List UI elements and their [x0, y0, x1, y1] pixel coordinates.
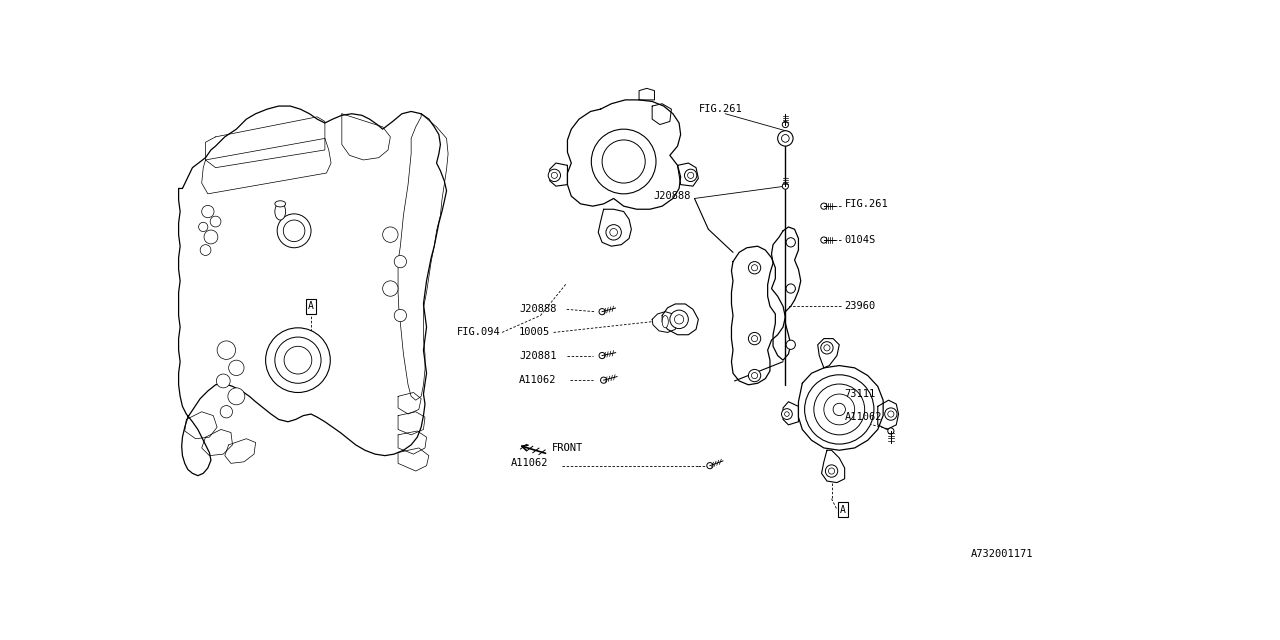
Circle shape [888, 411, 893, 417]
Circle shape [383, 281, 398, 296]
Circle shape [383, 227, 398, 243]
Circle shape [202, 205, 214, 218]
Circle shape [685, 169, 696, 182]
Text: 10005: 10005 [518, 328, 550, 337]
Circle shape [210, 216, 221, 227]
Circle shape [394, 309, 407, 322]
Circle shape [200, 244, 211, 255]
Text: A732001171: A732001171 [970, 549, 1033, 559]
Circle shape [826, 465, 837, 477]
Circle shape [552, 172, 558, 179]
Text: FIG.261: FIG.261 [699, 104, 742, 114]
Text: 73111: 73111 [845, 389, 876, 399]
Circle shape [548, 169, 561, 182]
Text: A: A [840, 504, 846, 515]
Circle shape [749, 369, 760, 381]
Circle shape [751, 335, 758, 342]
Circle shape [275, 337, 321, 383]
Circle shape [751, 372, 758, 379]
Circle shape [687, 172, 694, 179]
Circle shape [591, 129, 657, 194]
Circle shape [786, 340, 795, 349]
Circle shape [602, 140, 645, 183]
Circle shape [782, 134, 790, 142]
Ellipse shape [275, 203, 285, 220]
Circle shape [820, 203, 827, 209]
Text: A: A [308, 301, 314, 311]
Circle shape [785, 412, 790, 417]
Circle shape [669, 310, 689, 328]
Circle shape [828, 468, 835, 474]
Circle shape [805, 375, 874, 444]
Circle shape [599, 353, 605, 358]
Circle shape [600, 377, 607, 383]
Circle shape [220, 406, 233, 418]
Circle shape [218, 341, 236, 360]
Circle shape [786, 284, 795, 293]
Circle shape [782, 122, 788, 127]
Circle shape [782, 409, 792, 419]
Circle shape [394, 255, 407, 268]
Text: FIG.094: FIG.094 [457, 328, 500, 337]
Text: J20888: J20888 [518, 305, 557, 314]
Circle shape [820, 342, 833, 354]
Circle shape [283, 220, 305, 241]
Circle shape [228, 388, 244, 405]
Circle shape [824, 345, 829, 351]
Circle shape [204, 230, 218, 244]
Circle shape [198, 222, 207, 232]
Text: FIG.261: FIG.261 [845, 199, 888, 209]
Ellipse shape [662, 316, 668, 328]
Circle shape [814, 384, 865, 435]
Circle shape [284, 346, 312, 374]
Circle shape [266, 328, 330, 392]
Text: J20881: J20881 [518, 351, 557, 360]
Text: FRONT: FRONT [552, 443, 584, 453]
Text: A11062: A11062 [511, 458, 549, 468]
Text: A11062: A11062 [518, 375, 557, 385]
Ellipse shape [275, 201, 285, 207]
Circle shape [605, 225, 621, 240]
Circle shape [707, 463, 713, 468]
Circle shape [599, 308, 605, 315]
Circle shape [749, 332, 760, 345]
Circle shape [884, 408, 897, 420]
Circle shape [609, 228, 617, 236]
Circle shape [824, 394, 855, 425]
Circle shape [833, 403, 845, 415]
Circle shape [786, 237, 795, 247]
Text: 23960: 23960 [845, 301, 876, 311]
Text: A11062: A11062 [845, 412, 882, 422]
Circle shape [751, 265, 758, 271]
Circle shape [782, 183, 788, 189]
Circle shape [216, 374, 230, 388]
Text: 0104S: 0104S [845, 235, 876, 245]
Circle shape [278, 214, 311, 248]
Circle shape [778, 131, 794, 146]
Circle shape [229, 360, 244, 376]
Circle shape [820, 237, 827, 243]
Text: J20888: J20888 [653, 191, 690, 201]
Circle shape [888, 428, 893, 434]
Circle shape [749, 262, 760, 274]
Circle shape [675, 315, 684, 324]
